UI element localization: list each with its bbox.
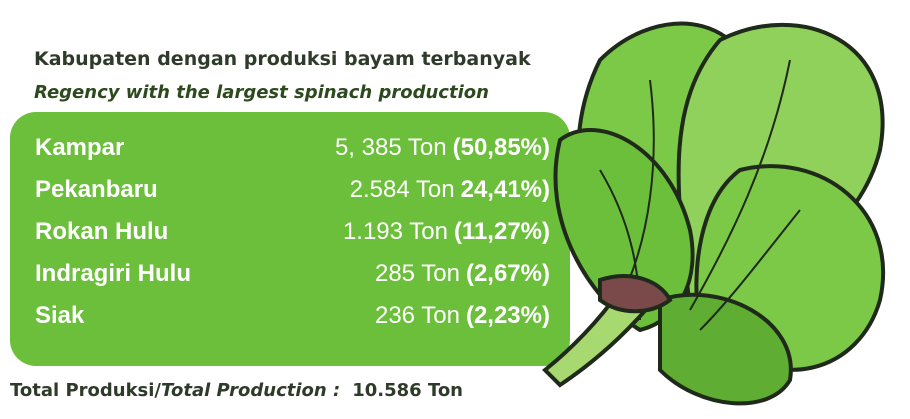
subtitle: Regency with the largest spinach product… xyxy=(34,82,489,103)
amount: 236 Ton xyxy=(375,302,460,329)
table-row: Siak 236 Ton(2,23%) xyxy=(10,296,550,338)
amount: 1.193 Ton xyxy=(343,218,448,245)
total-value: 10.586 Ton xyxy=(352,380,463,401)
percent: (2,23%) xyxy=(466,302,550,329)
spinach xyxy=(545,24,883,404)
regency-name: Rokan Hulu xyxy=(35,218,168,246)
total-label: Total Produksi/ xyxy=(10,380,161,401)
regency-name: Siak xyxy=(35,302,84,330)
title: Kabupaten dengan produksi bayam terbanya… xyxy=(34,48,531,70)
total: Total Produksi/Total Production : 10.586 … xyxy=(10,380,463,401)
percent: (50,85%) xyxy=(453,134,550,161)
table-row: Kampar 5, 385 Ton(50,85%) xyxy=(10,128,550,170)
regency-name: Indragiri Hulu xyxy=(35,260,191,288)
table-row: Rokan Hulu 1.193 Ton(11,27%) xyxy=(10,212,550,254)
percent: (11,27%) xyxy=(454,218,550,245)
production: 236 Ton(2,23%) xyxy=(375,302,550,330)
production: 5, 385 Ton(50,85%) xyxy=(335,134,550,162)
regency-name: Kampar xyxy=(35,134,124,162)
percent: (2,67%) xyxy=(466,260,550,287)
amount: 285 Ton xyxy=(375,260,460,287)
total-label-en: Total Production : xyxy=(161,380,340,401)
percent: 24,41%) xyxy=(461,176,550,203)
regency-name: Pekanbaru xyxy=(35,176,158,204)
production: 1.193 Ton(11,27%) xyxy=(343,218,550,246)
production-table: Kampar 5, 385 Ton(50,85%) Pekanbaru 2.584 T… xyxy=(10,128,550,338)
amount: 5, 385 Ton xyxy=(335,134,447,161)
table-row: Indragiri Hulu 285 Ton(2,67%) xyxy=(10,254,550,296)
production: 285 Ton(2,67%) xyxy=(375,260,550,288)
page: Kabupaten dengan produksi bayam terbanya… xyxy=(0,0,910,419)
amount: 2.584 Ton xyxy=(350,176,455,203)
